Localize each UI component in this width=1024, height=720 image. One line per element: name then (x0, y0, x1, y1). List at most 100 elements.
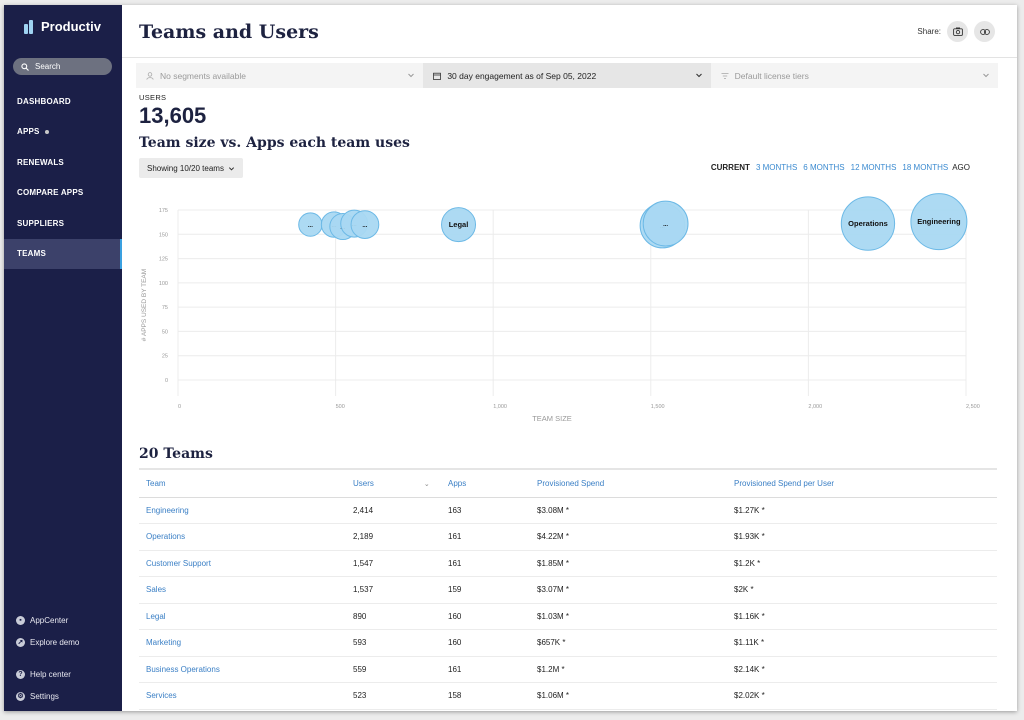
chevron-down-icon (983, 73, 989, 78)
team-name-link[interactable]: Customer Support (139, 550, 346, 577)
sidebar-bottom: ▪ AppCenter ➚ Explore demo ? Help center ⚙ S… (4, 609, 122, 707)
users-cell: 1,547 (346, 550, 441, 577)
spend-per-user-cell: $1.93K * (727, 523, 997, 551)
team-name-link[interactable]: Marketing (139, 629, 346, 657)
period-3-months[interactable]: 3 MONTHS (755, 163, 798, 172)
camera-icon (952, 27, 963, 36)
y-tick-label: 75 (162, 305, 168, 311)
table-row[interactable]: Customer Support 1,547 161 $1.85M * $1.2K * (139, 550, 997, 577)
calendar-icon (433, 72, 442, 80)
page-title: Teams and Users (139, 21, 319, 43)
teams-section-title: 20 Teams (139, 446, 213, 462)
sidebar-item-appcenter[interactable]: ▪ AppCenter (4, 609, 122, 631)
bubble-chart: 0 25 50 75 100 125 150 175 0 500 1,000 1,500 2,000 2,… (141, 193, 980, 423)
share-controls: Share: (917, 21, 995, 42)
period-ago-label: AGO (952, 163, 970, 172)
users-cell: 2,189 (346, 523, 441, 551)
sidebar-item-label: APPS (17, 127, 40, 137)
x-tick-label: 1,500 (651, 404, 665, 410)
period-12-months[interactable]: 12 MONTHS (850, 163, 897, 172)
team-name-link[interactable]: Business Operations (139, 656, 346, 683)
apps-cell: 158 (441, 682, 530, 710)
team-name-link[interactable]: Legal (139, 603, 346, 630)
compass-icon: ➚ (16, 637, 25, 647)
sidebar-item-compare-apps[interactable]: COMPARE APPS (4, 178, 122, 209)
provisioned-spend-cell: $1.85M * (530, 550, 727, 577)
data-bubble (910, 193, 968, 251)
engagement-date-select[interactable]: 30 day engagement as of Sep 05, 2022 (423, 63, 711, 88)
table-row[interactable]: Engineering 2,414 163 $3.08M * $1.27K * (139, 497, 997, 524)
team-name-link[interactable]: Services (139, 682, 346, 710)
search-placeholder: Search (35, 62, 61, 71)
period-6-months[interactable]: 6 MONTHS (803, 163, 845, 172)
screenshot-button[interactable] (947, 21, 968, 42)
copy-link-button[interactable] (974, 21, 995, 42)
segments-value: No segments available (160, 70, 246, 81)
provisioned-spend-cell: $1.06M * (530, 682, 727, 710)
apps-cell: 163 (441, 497, 530, 524)
provisioned-spend-cell: $3.08M * (530, 497, 727, 524)
provisioned-spend-cell: $3.07M * (530, 576, 727, 604)
x-axis-label: TEAM SIZE (532, 414, 572, 423)
sidebar-item-settings[interactable]: ⚙ Settings (4, 685, 122, 707)
table-row[interactable]: Legal 890 160 $1.03M * $1.16K * (139, 603, 997, 630)
data-bubble (441, 207, 477, 243)
sidebar-item-apps[interactable]: APPS (4, 117, 122, 148)
bubble-label: ... (663, 222, 668, 228)
brand-logo[interactable]: Productiv (24, 19, 101, 34)
users-cell: 559 (346, 656, 441, 683)
x-tick-label: 1,000 (493, 404, 507, 410)
period-18-months[interactable]: 18 MONTHS (902, 163, 949, 172)
users-label: USERS (139, 93, 167, 102)
column-header-spend-per-user[interactable]: Provisioned Spend per User (727, 468, 997, 498)
sidebar-item-dashboard[interactable]: DASHBOARD (4, 86, 122, 117)
link-icon (979, 28, 990, 35)
data-bubble (840, 196, 896, 251)
sidebar-item-suppliers[interactable]: SUPPLIERS (4, 208, 122, 239)
spend-per-user-cell: $1.16K * (727, 603, 997, 630)
spend-per-user-cell: $1.2K * (727, 550, 997, 577)
sidebar-item-label: DASHBOARD (17, 96, 71, 106)
y-axis-label: # APPS USED BY TEAM (141, 269, 148, 341)
team-name-link[interactable]: Operations (139, 523, 346, 551)
sidebar-item-teams[interactable]: TEAMS (4, 238, 122, 269)
spend-per-user-cell: $2K * (727, 576, 997, 604)
license-tier-select[interactable]: Default license tiers (710, 63, 998, 88)
table-row[interactable]: Marketing 593 160 $657K * $1.11K * (139, 629, 997, 657)
users-cell: 890 (346, 603, 441, 630)
gear-icon: ⚙ (16, 691, 25, 701)
team-name-link[interactable]: Engineering (139, 497, 346, 524)
filter-bar: No segments available 30 day engagement … (136, 63, 998, 88)
chart-title: Team size vs. Apps each team uses (139, 135, 410, 151)
table-row[interactable]: Business Operations 559 161 $1.2M * $2.14K * (139, 656, 997, 683)
sidebar-item-explore-demo[interactable]: ➚ Explore demo (4, 631, 122, 653)
sidebar-item-renewals[interactable]: RENEWALS (4, 147, 122, 178)
sidebar-item-label: Help center (30, 669, 71, 679)
help-icon: ? (16, 669, 25, 679)
app-window: Productiv Search DASHBOARD APPS RENEWALS… (4, 5, 1017, 711)
provisioned-spend-cell: $4.22M * (530, 523, 727, 551)
users-count: 13,605 (139, 103, 207, 128)
period-current[interactable]: CURRENT (710, 163, 750, 172)
search-input[interactable]: Search (13, 58, 112, 75)
apps-cell: 161 (441, 656, 530, 683)
team-name-link[interactable]: Sales (139, 576, 346, 604)
table-row[interactable]: Services 523 158 $1.06M * $2.02K * (139, 682, 997, 710)
column-header-apps[interactable]: Apps (441, 468, 530, 498)
column-header-team[interactable]: Team (139, 468, 346, 498)
segments-select[interactable]: No segments available (136, 63, 424, 88)
license-value: Default license tiers (734, 70, 809, 81)
bubble-label: ... (362, 223, 367, 229)
brand-name: Productiv (41, 19, 101, 34)
column-header-provisioned-spend[interactable]: Provisioned Spend (530, 468, 727, 498)
y-tick-label: 125 (159, 257, 168, 263)
sidebar-item-help-center[interactable]: ? Help center (4, 663, 122, 685)
showing-teams-dropdown[interactable]: Showing 10/20 teams (139, 158, 243, 178)
filter-icon (721, 72, 729, 79)
table-header-row: Team Users ⌄ Apps Provisioned Spend Provi… (139, 468, 997, 498)
showing-teams-label: Showing 10/20 teams (147, 163, 224, 173)
table-row[interactable]: Sales 1,537 159 $3.07M * $2K * (139, 576, 997, 604)
table-row[interactable]: Operations 2,189 161 $4.22M * $1.93K * (139, 523, 997, 551)
bubble-label: Legal (449, 220, 469, 229)
column-header-users[interactable]: Users ⌄ (346, 468, 441, 498)
